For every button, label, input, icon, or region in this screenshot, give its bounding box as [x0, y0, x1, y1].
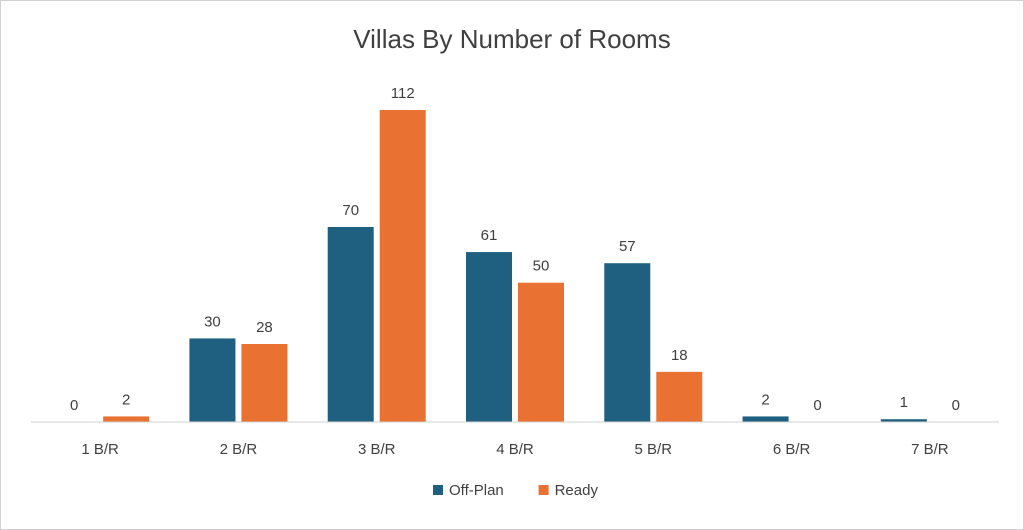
category-label-5: 5 B/R — [635, 441, 673, 458]
category-label-1: 1 B/R — [81, 441, 119, 458]
bar-off-plan-7 — [880, 419, 927, 422]
data-label-off-plan-4: 61 — [481, 227, 498, 244]
bar-off-plan-6 — [742, 416, 789, 422]
data-label-ready-1: 2 — [122, 391, 130, 408]
bar-ready-2 — [241, 344, 288, 422]
bar-off-plan-3 — [327, 227, 374, 422]
bar-off-plan-5 — [604, 263, 651, 422]
bar-ready-3 — [379, 110, 426, 422]
legend-swatch-off-plan — [433, 485, 443, 495]
data-label-ready-6: 0 — [813, 397, 821, 414]
data-label-off-plan-7: 1 — [900, 394, 908, 411]
data-label-ready-7: 0 — [952, 397, 960, 414]
data-labels-layer: 0 2 30 28 70 112 61 50 57 18 2 0 1 0 — [70, 85, 960, 414]
bar-ready-5 — [656, 371, 703, 422]
category-label-4: 4 B/R — [496, 441, 534, 458]
category-label-2: 2 B/R — [220, 441, 258, 458]
data-label-off-plan-2: 30 — [204, 313, 221, 330]
category-label-7: 7 B/R — [911, 441, 949, 458]
bar-off-plan-4 — [466, 252, 512, 422]
data-label-ready-3: 112 — [391, 85, 415, 102]
data-label-ready-2: 28 — [256, 319, 273, 336]
bar-off-plan-2 — [189, 338, 236, 422]
category-label-3: 3 B/R — [358, 441, 396, 458]
bar-ready-1 — [103, 416, 150, 422]
data-label-off-plan-3: 70 — [342, 202, 359, 219]
data-label-off-plan-6: 2 — [761, 391, 769, 408]
legend-label-off-plan: Off-Plan — [449, 482, 504, 499]
chart-title: Villas By Number of Rooms — [353, 24, 670, 54]
category-label-6: 6 B/R — [773, 441, 811, 458]
bar-ready-4 — [518, 282, 564, 422]
bars-layer — [103, 110, 927, 422]
data-label-ready-5: 18 — [671, 347, 688, 364]
data-label-off-plan-1: 0 — [70, 397, 78, 414]
legend-swatch-ready — [538, 485, 549, 495]
data-label-ready-4: 50 — [533, 258, 550, 275]
category-labels-layer: 1 B/R 2 B/R 3 B/R 4 B/R 5 B/R 6 B/R 7 B/R — [81, 441, 948, 458]
legend: Off-Plan Ready — [433, 482, 598, 499]
data-label-off-plan-5: 57 — [619, 238, 636, 255]
legend-label-ready: Ready — [555, 482, 599, 499]
